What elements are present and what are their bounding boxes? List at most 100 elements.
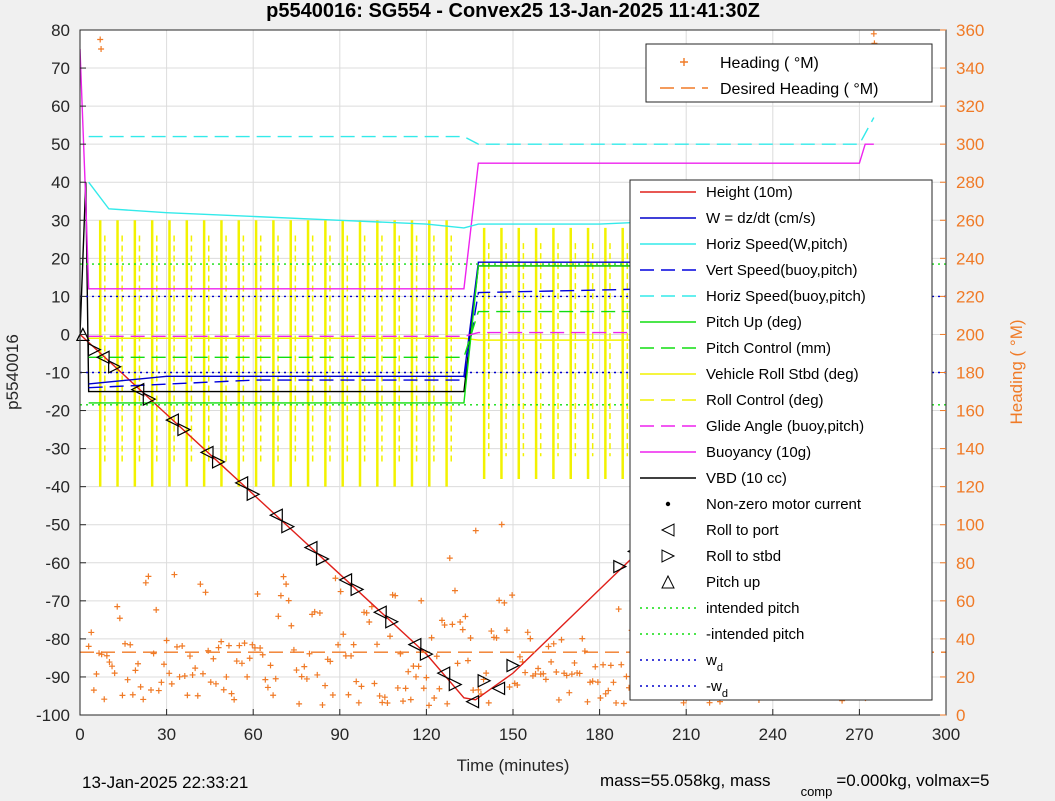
- y-tick-label: 80: [51, 21, 70, 40]
- heading-point: [332, 575, 339, 582]
- y2-tick-label: 200: [956, 325, 984, 344]
- heading-point: [132, 667, 139, 674]
- heading-point: [127, 641, 134, 648]
- heading-point: [542, 676, 549, 683]
- heading-point: [444, 700, 451, 707]
- heading-point: [184, 692, 191, 699]
- heading-point: [101, 696, 108, 703]
- heading-point: [246, 655, 253, 662]
- heading-point: [358, 683, 365, 690]
- heading-point: [607, 662, 614, 669]
- heading-point: [472, 527, 479, 534]
- legend-main-label: VBD (10 cc): [706, 470, 787, 487]
- heading-point: [163, 637, 170, 644]
- heading-point: [259, 651, 266, 658]
- heading-point: [158, 679, 165, 686]
- series-line-glide-angle-buoy-pitch-: [88, 331, 874, 338]
- legend-main-sample: [665, 501, 671, 507]
- roll-port-marker: [465, 694, 480, 709]
- heading-point: [470, 687, 477, 694]
- footer-timestamp: 13-Jan-2025 22:33:21: [82, 773, 248, 792]
- heading-point: [236, 642, 243, 649]
- heading-point: [415, 663, 422, 670]
- y-tick-label: 70: [51, 59, 70, 78]
- roll-stbd-marker: [177, 422, 192, 437]
- footer-mass-info: mass=55.058kg, mass comp=0.000kg, volmax=…: [600, 771, 989, 799]
- heading-point: [207, 679, 214, 686]
- heading-point: [189, 671, 196, 678]
- heading-point: [371, 680, 378, 687]
- y2-tick-label: 60: [956, 592, 975, 611]
- roll-port-marker: [372, 605, 387, 620]
- heading-point: [283, 581, 290, 588]
- legend-main-label: Vehicle Roll Stbd (deg): [706, 366, 859, 383]
- heading-point: [301, 663, 308, 670]
- heading-point: [103, 652, 110, 659]
- heading-point: [148, 686, 155, 693]
- y-tick-label: 50: [51, 135, 70, 154]
- heading-point: [433, 653, 440, 660]
- heading-point: [374, 641, 381, 648]
- heading-point: [488, 628, 495, 635]
- heading-point: [179, 643, 186, 650]
- heading-point: [210, 655, 217, 662]
- heading-point: [342, 652, 349, 659]
- footer-mass-a: mass=55.058kg, mass: [600, 771, 771, 790]
- heading-point: [454, 660, 461, 667]
- heading-point: [522, 669, 529, 676]
- heading-point: [509, 592, 516, 599]
- legend-main-label: -wd: [706, 678, 728, 700]
- heading-point: [581, 648, 588, 655]
- heading-point: [241, 640, 248, 647]
- heading-point: [610, 679, 617, 686]
- heading-point: [327, 658, 334, 665]
- y2-axis-label: Heading ( °M): [1007, 319, 1026, 424]
- heading-point: [467, 635, 474, 642]
- legend-heading-box: [645, 43, 933, 103]
- heading-point: [161, 661, 168, 668]
- legend-main-label: Glide Angle (buoy,pitch): [706, 418, 864, 435]
- heading-point: [514, 682, 521, 689]
- legend-main-label: Buoyancy (10g): [706, 444, 811, 461]
- heading-point: [605, 687, 612, 694]
- heading-point: [392, 592, 399, 599]
- heading-point: [192, 665, 199, 672]
- heading-point: [212, 680, 219, 687]
- roll-stbd-marker: [350, 582, 365, 597]
- heading-point: [137, 683, 144, 690]
- roll-stbd-marker: [211, 454, 226, 469]
- heading-point: [425, 702, 432, 709]
- heading-point: [303, 675, 310, 682]
- heading-scatter: [85, 30, 879, 709]
- legend-label-subscript: d: [722, 688, 728, 700]
- heading-point: [262, 676, 269, 683]
- heading-point: [306, 650, 313, 657]
- heading-point: [363, 609, 370, 616]
- heading-point: [116, 615, 123, 622]
- roll-port-marker: [199, 445, 214, 460]
- heading-point: [501, 599, 508, 606]
- legend-label-main: w: [705, 652, 717, 669]
- heading-point: [129, 691, 136, 698]
- heading-point: [270, 692, 277, 699]
- heading-point: [257, 645, 264, 652]
- y-tick-label: 30: [51, 211, 70, 230]
- heading-point: [335, 641, 342, 648]
- heading-point: [345, 691, 352, 698]
- heading-point: [218, 638, 225, 645]
- y2-tick-label: 300: [956, 135, 984, 154]
- heading-point: [264, 684, 271, 691]
- legend-main-label: Horiz Speed(buoy,pitch): [706, 288, 866, 305]
- heading-point: [462, 613, 469, 620]
- y-tick-label: -50: [45, 516, 70, 535]
- heading-point: [155, 687, 162, 694]
- heading-point: [410, 663, 417, 670]
- heading-point: [558, 636, 565, 643]
- heading-point: [457, 618, 464, 625]
- roll-stbd-marker: [506, 658, 521, 673]
- x-tick-label: 300: [932, 725, 960, 744]
- heading-point: [597, 694, 604, 701]
- heading-point: [140, 696, 147, 703]
